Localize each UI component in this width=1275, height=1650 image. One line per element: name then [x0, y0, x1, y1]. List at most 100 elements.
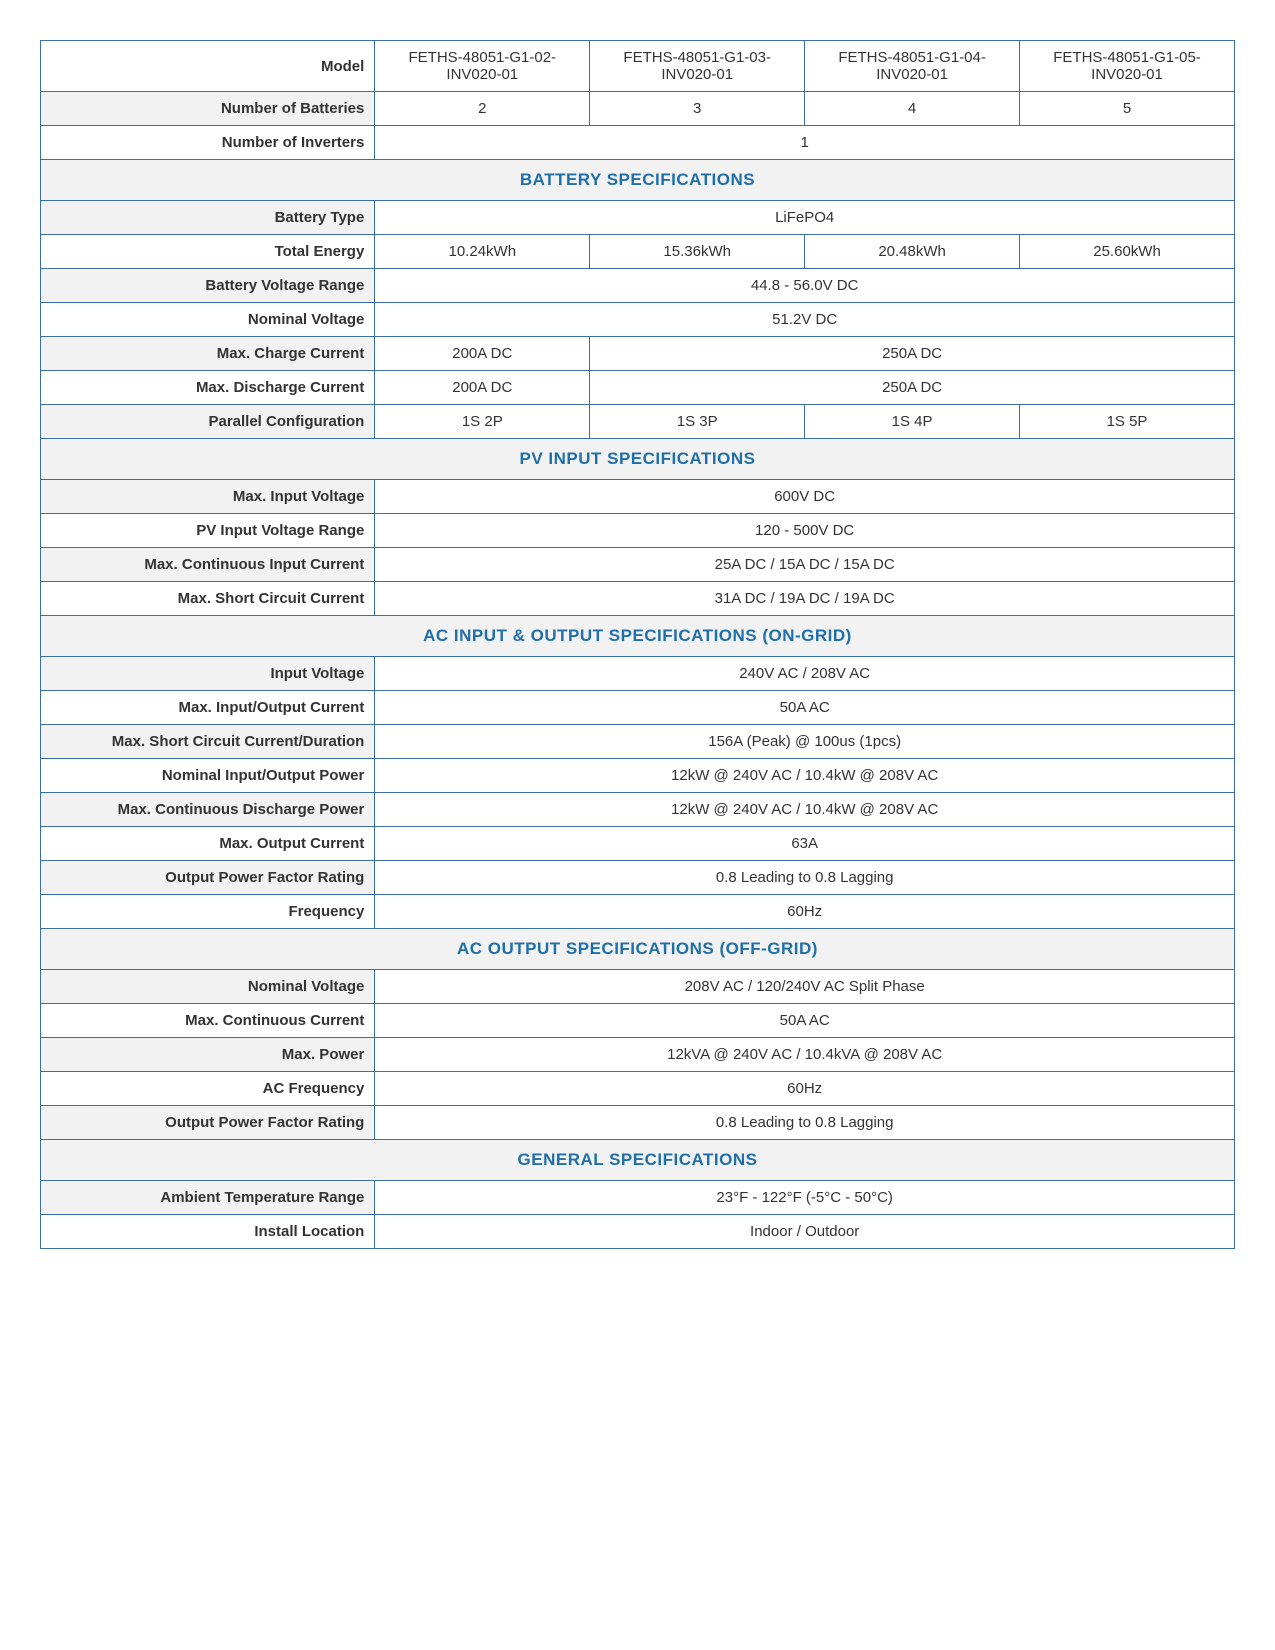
label-ac-freq: Frequency [41, 895, 375, 929]
max-charge-b: 250A DC [590, 337, 1235, 371]
section-battery: BATTERY SPECIFICATIONS [41, 160, 1235, 201]
ac-cont-dis: 12kW @ 240V AC / 10.4kW @ 208V AC [375, 793, 1235, 827]
ac-pf: 0.8 Leading to 0.8 Lagging [375, 861, 1235, 895]
label-off-freq: AC Frequency [41, 1072, 375, 1106]
label-pv-max-v: Max. Input Voltage [41, 480, 375, 514]
label-num-inverters: Number of Inverters [41, 126, 375, 160]
bat-v-range: 44.8 - 56.0V DC [375, 269, 1235, 303]
label-max-charge: Max. Charge Current [41, 337, 375, 371]
table-row: Frequency 60Hz [41, 895, 1235, 929]
spec-table: Model FETHS-48051-G1-02-INV020-01 FETHS-… [40, 40, 1235, 1249]
label-off-nom-v: Nominal Voltage [41, 970, 375, 1004]
off-max-p: 12kVA @ 240V AC / 10.4kVA @ 208V AC [375, 1038, 1235, 1072]
table-row: Battery Type LiFePO4 [41, 201, 1235, 235]
label-parallel: Parallel Configuration [41, 405, 375, 439]
num-batteries-3: 5 [1020, 92, 1235, 126]
battery-type: LiFePO4 [375, 201, 1235, 235]
table-row: PV Input Voltage Range 120 - 500V DC [41, 514, 1235, 548]
pv-max-v: 600V DC [375, 480, 1235, 514]
model-3: FETHS-48051-G1-05-INV020-01 [1020, 41, 1235, 92]
off-freq: 60Hz [375, 1072, 1235, 1106]
table-row: Max. Short Circuit Current/Duration 156A… [41, 725, 1235, 759]
section-ac-off: AC OUTPUT SPECIFICATIONS (OFF-GRID) [41, 929, 1235, 970]
model-2: FETHS-48051-G1-04-INV020-01 [805, 41, 1020, 92]
pv-cont-i: 25A DC / 15A DC / 15A DC [375, 548, 1235, 582]
label-temp: Ambient Temperature Range [41, 1181, 375, 1215]
table-row: Input Voltage 240V AC / 208V AC [41, 657, 1235, 691]
label-bat-v-range: Battery Voltage Range [41, 269, 375, 303]
table-row: Ambient Temperature Range 23°F - 122°F (… [41, 1181, 1235, 1215]
table-row: Install Location Indoor / Outdoor [41, 1215, 1235, 1249]
label-ac-max-io-i: Max. Input/Output Current [41, 691, 375, 725]
parallel-1: 1S 3P [590, 405, 805, 439]
table-row: Max. Short Circuit Current 31A DC / 19A … [41, 582, 1235, 616]
label-ac-pf: Output Power Factor Rating [41, 861, 375, 895]
model-0: FETHS-48051-G1-02-INV020-01 [375, 41, 590, 92]
table-row: Output Power Factor Rating 0.8 Leading t… [41, 861, 1235, 895]
table-row: Max. Power 12kVA @ 240V AC / 10.4kVA @ 2… [41, 1038, 1235, 1072]
temp: 23°F - 122°F (-5°C - 50°C) [375, 1181, 1235, 1215]
section-general: GENERAL SPECIFICATIONS [41, 1140, 1235, 1181]
label-total-energy: Total Energy [41, 235, 375, 269]
ac-max-out-i: 63A [375, 827, 1235, 861]
nom-v: 51.2V DC [375, 303, 1235, 337]
table-row: Output Power Factor Rating 0.8 Leading t… [41, 1106, 1235, 1140]
label-pv-cont-i: Max. Continuous Input Current [41, 548, 375, 582]
ac-short: 156A (Peak) @ 100us (1pcs) [375, 725, 1235, 759]
parallel-3: 1S 5P [1020, 405, 1235, 439]
total-energy-1: 15.36kWh [590, 235, 805, 269]
total-energy-0: 10.24kWh [375, 235, 590, 269]
parallel-0: 1S 2P [375, 405, 590, 439]
section-ac-grid: AC INPUT & OUTPUT SPECIFICATIONS (ON-GRI… [41, 616, 1235, 657]
table-row: Nominal Voltage 51.2V DC [41, 303, 1235, 337]
label-pv-range: PV Input Voltage Range [41, 514, 375, 548]
section-pv: PV INPUT SPECIFICATIONS [41, 439, 1235, 480]
table-row: Nominal Voltage 208V AC / 120/240V AC Sp… [41, 970, 1235, 1004]
pv-range: 120 - 500V DC [375, 514, 1235, 548]
model-1: FETHS-48051-G1-03-INV020-01 [590, 41, 805, 92]
table-row: Max. Discharge Current 200A DC 250A DC [41, 371, 1235, 405]
num-batteries-0: 2 [375, 92, 590, 126]
label-off-pf: Output Power Factor Rating [41, 1106, 375, 1140]
off-nom-v: 208V AC / 120/240V AC Split Phase [375, 970, 1235, 1004]
parallel-2: 1S 4P [805, 405, 1020, 439]
off-pf: 0.8 Leading to 0.8 Lagging [375, 1106, 1235, 1140]
table-row: Max. Charge Current 200A DC 250A DC [41, 337, 1235, 371]
label-ac-short: Max. Short Circuit Current/Duration [41, 725, 375, 759]
table-row: Battery Voltage Range 44.8 - 56.0V DC [41, 269, 1235, 303]
label-ac-nom-p: Nominal Input/Output Power [41, 759, 375, 793]
table-row: Number of Batteries 2 3 4 5 [41, 92, 1235, 126]
max-discharge-a: 200A DC [375, 371, 590, 405]
total-energy-3: 25.60kWh [1020, 235, 1235, 269]
num-batteries-2: 4 [805, 92, 1020, 126]
table-row: Total Energy 10.24kWh 15.36kWh 20.48kWh … [41, 235, 1235, 269]
table-row: Model FETHS-48051-G1-02-INV020-01 FETHS-… [41, 41, 1235, 92]
ac-max-io-i: 50A AC [375, 691, 1235, 725]
pv-short-i: 31A DC / 19A DC / 19A DC [375, 582, 1235, 616]
label-ac-input-v: Input Voltage [41, 657, 375, 691]
max-charge-a: 200A DC [375, 337, 590, 371]
table-row: Nominal Input/Output Power 12kW @ 240V A… [41, 759, 1235, 793]
label-off-cont-i: Max. Continuous Current [41, 1004, 375, 1038]
label-model: Model [41, 41, 375, 92]
max-discharge-b: 250A DC [590, 371, 1235, 405]
label-install: Install Location [41, 1215, 375, 1249]
table-row: Number of Inverters 1 [41, 126, 1235, 160]
table-row: Max. Input/Output Current 50A AC [41, 691, 1235, 725]
label-num-batteries: Number of Batteries [41, 92, 375, 126]
ac-freq: 60Hz [375, 895, 1235, 929]
table-row: Max. Continuous Current 50A AC [41, 1004, 1235, 1038]
ac-nom-p: 12kW @ 240V AC / 10.4kW @ 208V AC [375, 759, 1235, 793]
num-batteries-1: 3 [590, 92, 805, 126]
label-pv-short-i: Max. Short Circuit Current [41, 582, 375, 616]
table-row: Max. Input Voltage 600V DC [41, 480, 1235, 514]
label-ac-max-out-i: Max. Output Current [41, 827, 375, 861]
install: Indoor / Outdoor [375, 1215, 1235, 1249]
off-cont-i: 50A AC [375, 1004, 1235, 1038]
table-row: Max. Continuous Discharge Power 12kW @ 2… [41, 793, 1235, 827]
table-row: Max. Output Current 63A [41, 827, 1235, 861]
label-max-discharge: Max. Discharge Current [41, 371, 375, 405]
label-battery-type: Battery Type [41, 201, 375, 235]
label-ac-cont-dis: Max. Continuous Discharge Power [41, 793, 375, 827]
label-nom-v: Nominal Voltage [41, 303, 375, 337]
